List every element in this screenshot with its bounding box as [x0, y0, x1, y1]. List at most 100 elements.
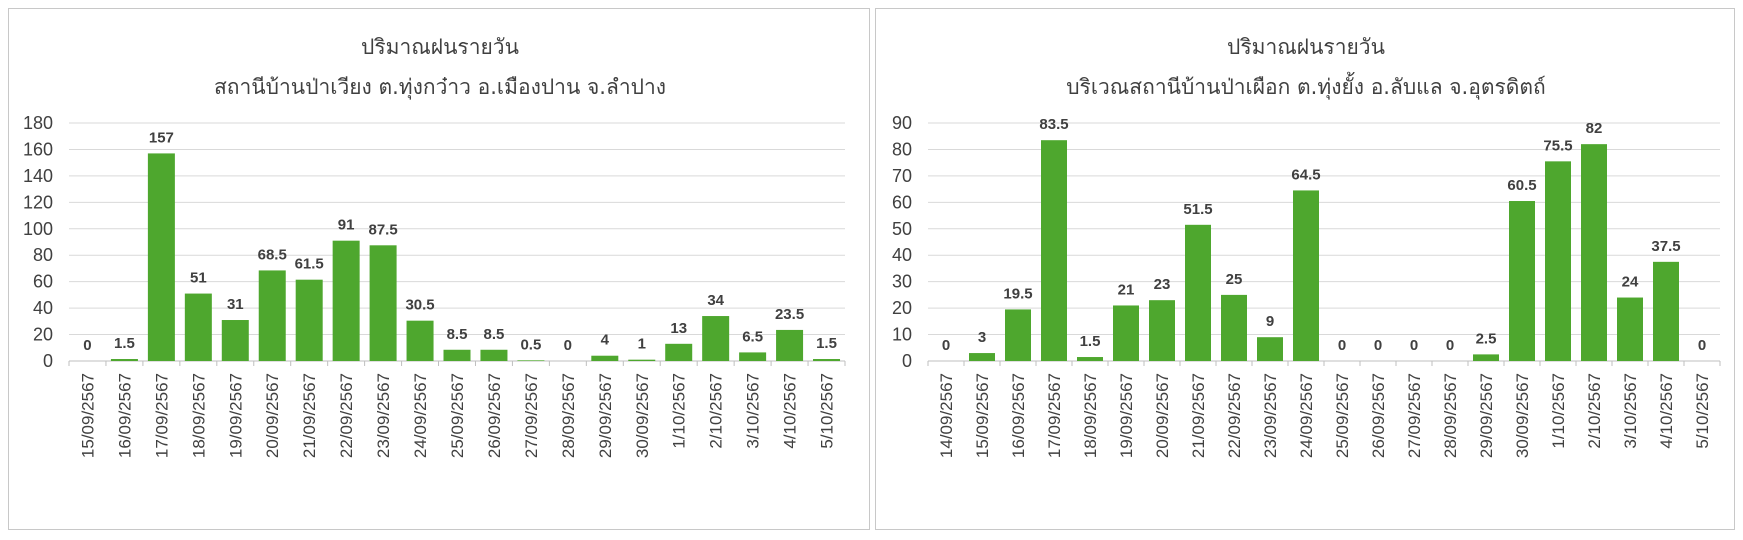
y-tick-label: 90: [892, 113, 912, 133]
bar: [1077, 357, 1103, 361]
x-tick-label: 21/09/2567: [300, 373, 319, 458]
bar: [969, 353, 995, 361]
bar: [110, 359, 138, 361]
data-label: 1.5: [816, 335, 837, 352]
data-label: 6.5: [742, 328, 763, 345]
x-tick-label: 18/09/2567: [1081, 373, 1100, 458]
bar: [369, 245, 397, 361]
x-tick-label: 3/10/2567: [1621, 373, 1640, 449]
x-tick-label: 2/10/2567: [707, 373, 726, 449]
bar: [184, 293, 212, 361]
x-tick-label: 30/09/2567: [1513, 373, 1532, 458]
x-tick-label: 17/09/2567: [1045, 373, 1064, 458]
x-tick-label: 4/10/2567: [781, 373, 800, 449]
bar: [1221, 294, 1247, 361]
y-tick-label: 140: [23, 166, 53, 186]
data-label: 13: [670, 320, 687, 337]
data-label: 1.5: [1080, 333, 1101, 350]
y-tick-label: 80: [892, 139, 912, 159]
data-label: 0: [83, 337, 91, 354]
bar: [1005, 309, 1031, 361]
x-tick-label: 18/09/2567: [189, 373, 208, 458]
x-tick-label: 28/09/2567: [1441, 373, 1460, 458]
bar: [1653, 261, 1679, 361]
x-tick-label: 5/10/2567: [818, 373, 837, 449]
x-tick-label: 16/09/2567: [1009, 373, 1028, 458]
x-tick-label: 29/09/2567: [596, 373, 615, 458]
bar: [1185, 224, 1211, 361]
bar: [702, 316, 730, 361]
data-label: 23.5: [775, 306, 804, 323]
rainfall-chart-right: ปริมาณฝนรายวัน บริเวณสถานีบ้านป่าเผือก ต…: [892, 35, 1721, 458]
data-label: 23: [1154, 276, 1171, 293]
bar: [332, 240, 360, 361]
y-tick-label: 50: [892, 219, 912, 239]
data-label: 0: [1698, 337, 1706, 354]
data-label: 1.5: [114, 335, 135, 352]
y-tick-label: 0: [902, 351, 912, 371]
y-tick-label: 10: [892, 325, 912, 345]
x-tick-label: 21/09/2567: [1189, 373, 1208, 458]
y-tick-label: 60: [892, 192, 912, 212]
bar: [739, 352, 767, 361]
x-tick-label: 19/09/2567: [1117, 373, 1136, 458]
data-label: 68.5: [258, 246, 287, 263]
bar: [628, 359, 656, 361]
data-label: 91: [338, 217, 355, 234]
data-label: 60.5: [1507, 177, 1536, 194]
y-tick-label: 30: [892, 272, 912, 292]
data-label: 4: [601, 332, 610, 349]
x-tick-label: 24/09/2567: [411, 373, 430, 458]
x-tick-label: 14/09/2567: [937, 373, 956, 458]
data-label: 1: [638, 336, 646, 353]
data-label: 9: [1266, 313, 1274, 330]
data-label: 25: [1226, 271, 1243, 288]
y-tick-label: 20: [892, 298, 912, 318]
x-tick-label: 29/09/2567: [1477, 373, 1496, 458]
data-label: 0: [1446, 337, 1454, 354]
data-label: 51: [190, 270, 207, 287]
bar: [1473, 354, 1499, 361]
data-label: 30.5: [405, 297, 434, 314]
data-label: 0: [1410, 337, 1418, 354]
data-label: 87.5: [368, 221, 397, 238]
bar: [480, 349, 508, 361]
bar: [517, 360, 545, 361]
bar: [406, 320, 434, 361]
x-tick-label: 23/09/2567: [1261, 373, 1280, 458]
x-tick-label: 3/10/2567: [744, 373, 763, 449]
data-label: 24: [1622, 274, 1639, 291]
x-tick-label: 30/09/2567: [633, 373, 652, 458]
data-label: 75.5: [1543, 137, 1572, 154]
chart-panel-right: ปริมาณฝนรายวัน บริเวณสถานีบ้านป่าเผือก ต…: [875, 8, 1735, 530]
y-tick-label: 60: [33, 272, 53, 292]
bar: [147, 153, 175, 361]
y-tick-label: 0: [43, 351, 53, 371]
x-tick-label: 25/09/2567: [448, 373, 467, 458]
data-label: 3: [978, 329, 986, 346]
x-tick-label: 2/10/2567: [1585, 373, 1604, 449]
x-tick-label: 24/09/2567: [1297, 373, 1316, 458]
data-label: 51.5: [1183, 201, 1212, 218]
x-tick-label: 5/10/2567: [1693, 373, 1712, 449]
y-tick-label: 40: [33, 298, 53, 318]
y-tick-label: 120: [23, 192, 53, 212]
y-tick-label: 80: [33, 245, 53, 265]
x-tick-label: 27/09/2567: [1405, 373, 1424, 458]
x-tick-label: 15/09/2567: [973, 373, 992, 458]
x-tick-label: 27/09/2567: [522, 373, 541, 458]
data-label: 157: [149, 129, 174, 146]
data-label: 0: [942, 337, 950, 354]
chart-subtitle: สถานีบ้านป่าเวียง ต.ทุ่งกว๋าว อ.เมืองปาน…: [214, 75, 666, 100]
y-tick-label: 20: [33, 325, 53, 345]
data-label: 8.5: [447, 326, 468, 343]
data-label: 8.5: [484, 326, 505, 343]
x-tick-label: 20/09/2567: [263, 373, 282, 458]
bar: [1149, 300, 1175, 361]
x-tick-label: 15/09/2567: [78, 373, 97, 458]
x-tick-label: 1/10/2567: [1549, 373, 1568, 449]
x-tick-label: 16/09/2567: [115, 373, 134, 458]
x-tick-label: 26/09/2567: [1369, 373, 1388, 458]
y-tick-label: 160: [23, 139, 53, 159]
bar: [295, 279, 323, 361]
